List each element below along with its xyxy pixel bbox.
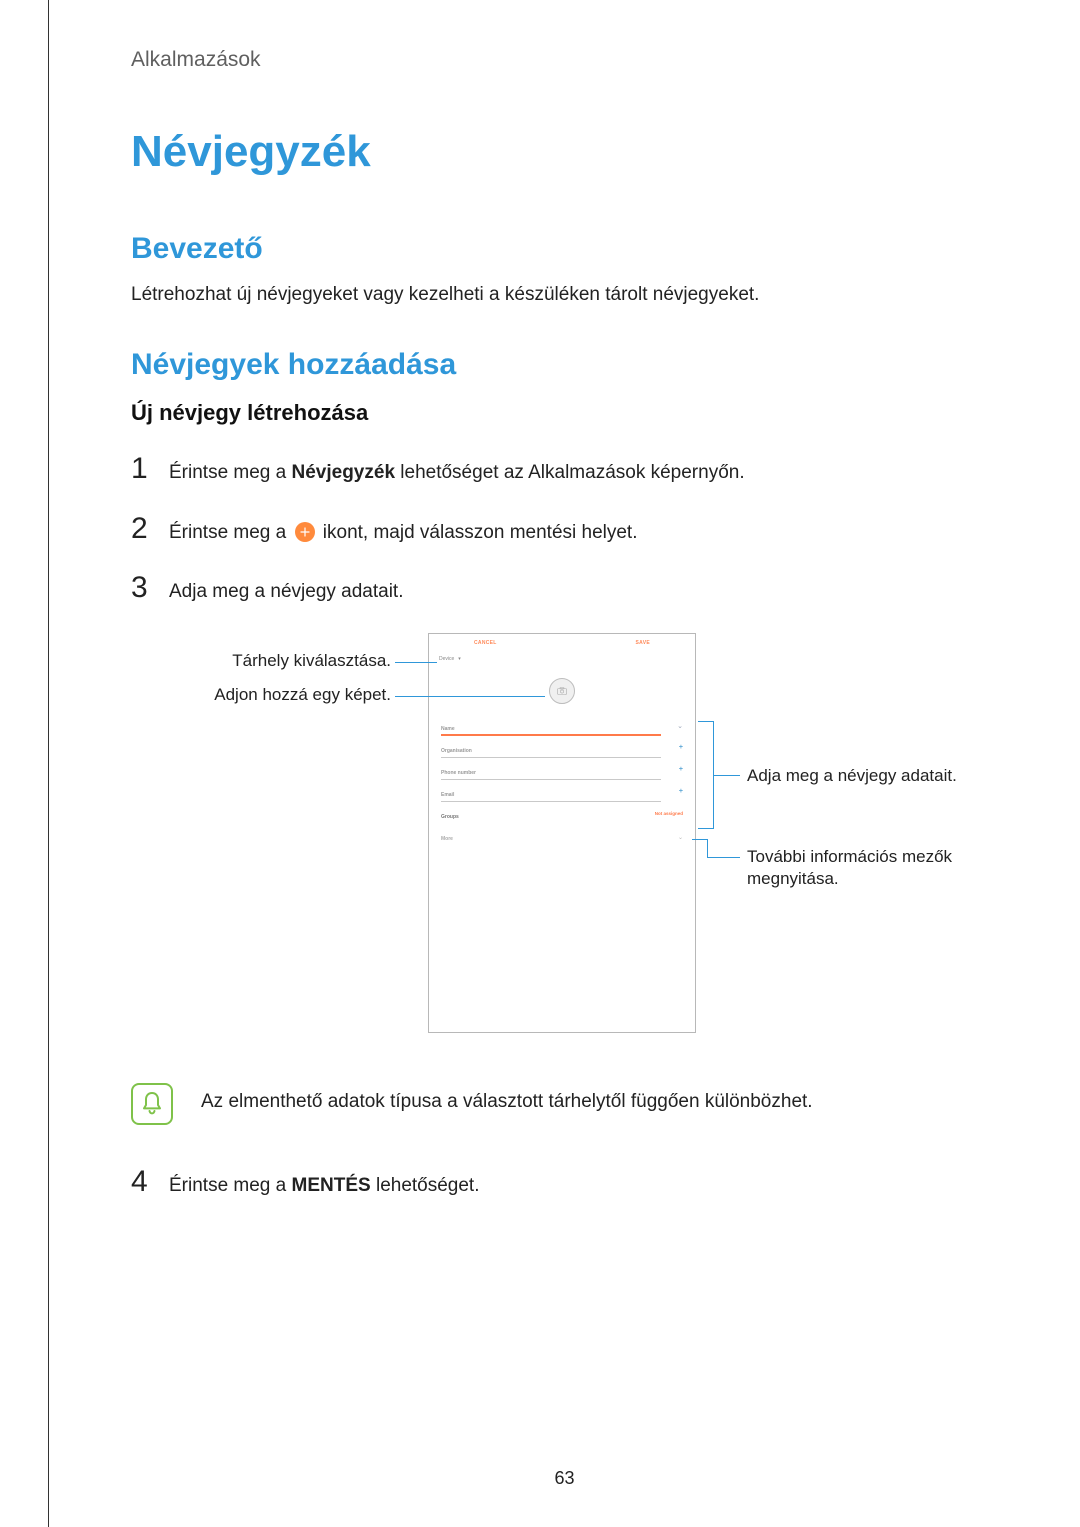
chevron-down-icon: ⌄ <box>678 834 683 841</box>
field-underline <box>441 757 661 758</box>
cancel-button[interactable]: CANCEL <box>474 640 497 646</box>
field-label: Email <box>441 792 454 798</box>
callout-line <box>707 839 708 857</box>
groups-value: Not assigned <box>655 811 683 816</box>
step2-a: Érintse meg a <box>169 522 292 543</box>
organisation-field[interactable]: Organisation + <box>441 740 683 762</box>
groups-field[interactable]: Groups Not assigned <box>441 806 683 828</box>
step-4: 4 Érintse meg a MENTÉS lehetőséget. <box>131 1167 998 1201</box>
field-underline <box>441 734 661 736</box>
add-icon[interactable]: + <box>679 788 683 795</box>
add-icon[interactable]: + <box>679 766 683 773</box>
figure: CANCEL SAVE Device ▾ Name ⌄ Organisation <box>131 633 998 1053</box>
section-add-heading: Névjegyek hozzáadása <box>131 348 998 382</box>
chevron-down-icon[interactable]: ⌄ <box>677 722 683 730</box>
page-title: Névjegyzék <box>131 127 998 177</box>
page: Alkalmazások Névjegyzék Bevezető Létreho… <box>48 0 1080 1527</box>
step-number: 4 <box>131 1167 151 1197</box>
field-underline <box>441 801 661 802</box>
phone-mock: CANCEL SAVE Device ▾ Name ⌄ Organisation <box>428 633 696 1033</box>
more-field[interactable]: More ⌄ <box>441 828 683 850</box>
step-text: Érintse meg a MENTÉS lehetőséget. <box>169 1172 480 1201</box>
add-icon[interactable]: + <box>679 744 683 751</box>
step-2: 2 Érintse meg a ikont, majd válasszon me… <box>131 514 998 548</box>
callout-bracket <box>698 721 714 829</box>
phone-field[interactable]: Phone number + <box>441 762 683 784</box>
callout-line <box>395 696 545 697</box>
callout-line <box>692 839 708 840</box>
step1-c: lehetőséget az Alkalmazások képernyőn. <box>395 462 745 483</box>
step-number: 2 <box>131 514 151 544</box>
step2-b: ikont, majd válasszon mentési helyet. <box>318 522 638 543</box>
note-icon <box>131 1083 173 1125</box>
section-intro-heading: Bevezető <box>131 232 998 266</box>
callout-details: Adja meg a névjegy adatait. <box>747 765 957 788</box>
step1-bold: Névjegyzék <box>292 462 396 483</box>
avatar-row <box>429 670 695 712</box>
step-text: Érintse meg a Névjegyzék lehetőséget az … <box>169 459 745 488</box>
field-label: More <box>441 836 453 842</box>
step-text: Érintse meg a ikont, majd válasszon ment… <box>169 519 638 548</box>
field-label: Groups <box>441 814 459 820</box>
storage-selector[interactable]: Device ▾ <box>429 652 695 670</box>
step4-a: Érintse meg a <box>169 1175 292 1196</box>
plus-icon <box>295 522 315 542</box>
field-underline <box>441 779 661 780</box>
callout-storage: Tárhely kiválasztása. <box>131 651 391 671</box>
bell-icon <box>140 1091 164 1117</box>
camera-icon <box>557 687 567 695</box>
step-number: 1 <box>131 454 151 484</box>
name-field[interactable]: Name ⌄ <box>441 718 683 740</box>
phone-top-bar: CANCEL SAVE <box>429 634 695 652</box>
callout-line <box>707 857 740 858</box>
field-label: Name <box>441 726 455 732</box>
save-button[interactable]: SAVE <box>636 640 650 646</box>
breadcrumb: Alkalmazások <box>131 48 998 72</box>
step-3: 3 Adja meg a névjegy adatait. <box>131 573 998 607</box>
callout-line <box>714 775 740 776</box>
callout-line <box>395 662 437 663</box>
step-number: 3 <box>131 573 151 603</box>
field-label: Organisation <box>441 748 472 754</box>
page-number: 63 <box>554 1468 574 1489</box>
callout-photo: Adjon hozzá egy képet. <box>131 685 391 705</box>
callout-more: További információs mezők megnyitása. <box>747 846 987 892</box>
email-field[interactable]: Email + <box>441 784 683 806</box>
step4-c: lehetőséget. <box>371 1175 480 1196</box>
chevron-down-icon: ▾ <box>458 656 461 662</box>
storage-label: Device <box>439 656 454 662</box>
note: Az elmenthető adatok típusa a választott… <box>131 1083 998 1125</box>
add-photo-button[interactable] <box>549 678 575 704</box>
intro-paragraph: Létrehozhat új névjegyeket vagy kezelhet… <box>131 284 998 306</box>
section-add-subheading: Új névjegy létrehozása <box>131 400 998 426</box>
note-text: Az elmenthető adatok típusa a választott… <box>201 1083 813 1113</box>
step1-a: Érintse meg a <box>169 462 292 483</box>
step-1: 1 Érintse meg a Névjegyzék lehetőséget a… <box>131 454 998 488</box>
step4-bold: MENTÉS <box>292 1175 371 1196</box>
field-label: Phone number <box>441 770 476 776</box>
step-text: Adja meg a névjegy adatait. <box>169 578 404 607</box>
